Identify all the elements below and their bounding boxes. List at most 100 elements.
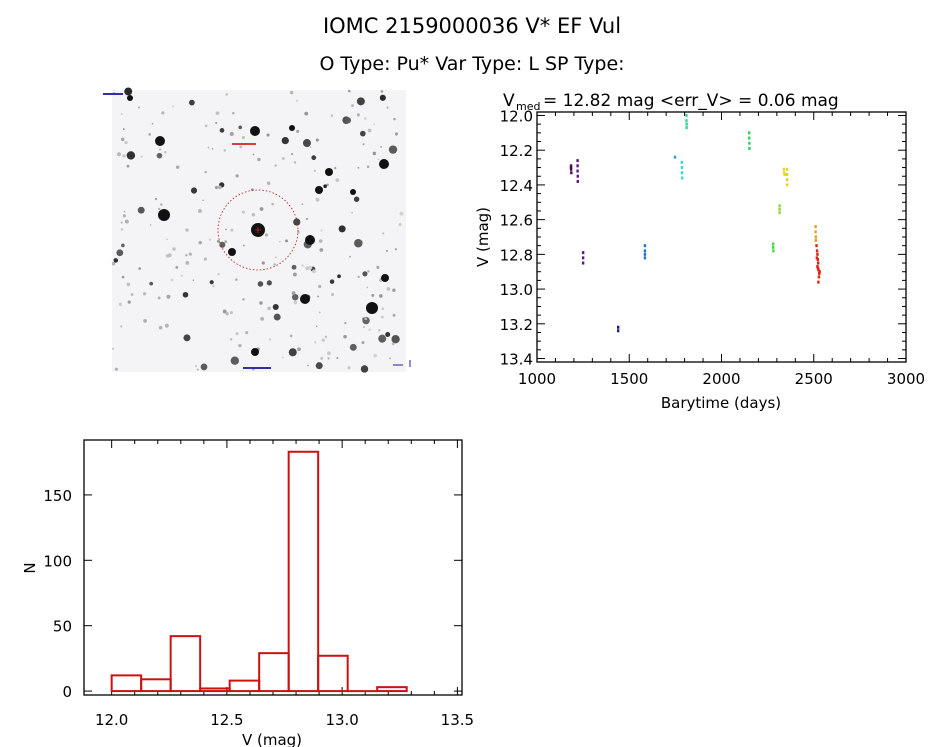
star (318, 284, 322, 289)
histogram-bar (169, 635, 202, 693)
star (329, 279, 335, 284)
star (120, 137, 125, 142)
data-point (816, 252, 819, 256)
star (172, 105, 174, 108)
histogram-bar (228, 679, 261, 693)
data-point (814, 230, 817, 234)
star (124, 87, 133, 96)
y-tick-label: 100 (43, 552, 72, 570)
star (217, 273, 220, 276)
star (120, 325, 123, 328)
star (315, 362, 323, 370)
data-point (680, 160, 684, 164)
star (349, 343, 357, 351)
data-point (643, 244, 647, 248)
star (211, 147, 214, 150)
y-tick-label: 13.4 (500, 351, 533, 369)
star (120, 228, 124, 231)
star (312, 269, 316, 274)
star (269, 338, 272, 341)
star (297, 230, 300, 234)
star (138, 267, 142, 270)
data-point (771, 245, 775, 249)
star (289, 90, 294, 95)
star (292, 272, 297, 277)
star (239, 145, 243, 149)
star (260, 316, 265, 321)
star (379, 294, 383, 298)
star (157, 296, 161, 300)
y-tick-label: 12.2 (500, 142, 533, 160)
star (343, 334, 347, 339)
bright-star (379, 159, 389, 169)
star (192, 279, 195, 282)
scale-label-mark (243, 367, 271, 369)
data-point (685, 126, 688, 130)
x-tick-label: 13.0 (325, 711, 358, 729)
histogram-frame (83, 439, 463, 696)
star (291, 264, 297, 270)
bright-star (251, 348, 259, 356)
star (120, 113, 123, 115)
bright-star (155, 136, 165, 146)
data-point (785, 183, 789, 187)
star (318, 239, 323, 243)
star (348, 89, 351, 93)
star (386, 106, 389, 109)
star (337, 274, 341, 279)
star (380, 145, 383, 148)
star (293, 218, 301, 226)
star (114, 367, 118, 371)
star (362, 316, 370, 325)
star (314, 341, 317, 344)
star (330, 292, 335, 297)
star (156, 152, 163, 159)
data-point (569, 166, 573, 170)
star (121, 275, 125, 279)
star (160, 203, 163, 206)
star (235, 278, 238, 281)
star (379, 94, 386, 101)
star (120, 221, 123, 224)
star (305, 266, 310, 271)
star (394, 132, 399, 136)
star (203, 257, 207, 261)
star (121, 243, 125, 248)
target-circle (217, 189, 299, 271)
star (267, 306, 271, 311)
star (291, 291, 296, 295)
star (311, 155, 317, 161)
data-point (782, 167, 786, 171)
star (164, 151, 167, 154)
star (266, 280, 272, 286)
data-point (569, 167, 573, 171)
star (122, 214, 126, 218)
star (319, 248, 324, 252)
data-point (814, 238, 817, 242)
histogram-ylabel: N (21, 562, 39, 573)
star (197, 209, 202, 213)
star (351, 104, 355, 108)
star (261, 261, 265, 265)
star (353, 196, 360, 202)
star (148, 132, 152, 136)
star (367, 270, 370, 273)
star (373, 123, 375, 125)
star (230, 228, 234, 232)
star (351, 211, 353, 214)
star (209, 238, 212, 241)
star (185, 254, 188, 257)
star (301, 264, 304, 267)
star (142, 292, 147, 296)
star (235, 174, 239, 178)
star (335, 178, 340, 182)
star (143, 318, 147, 323)
star (149, 224, 152, 226)
data-point (569, 164, 573, 168)
star (118, 302, 123, 307)
star (252, 153, 255, 156)
star (200, 363, 208, 371)
star (394, 248, 397, 251)
star (172, 247, 176, 251)
data-point (783, 171, 786, 175)
